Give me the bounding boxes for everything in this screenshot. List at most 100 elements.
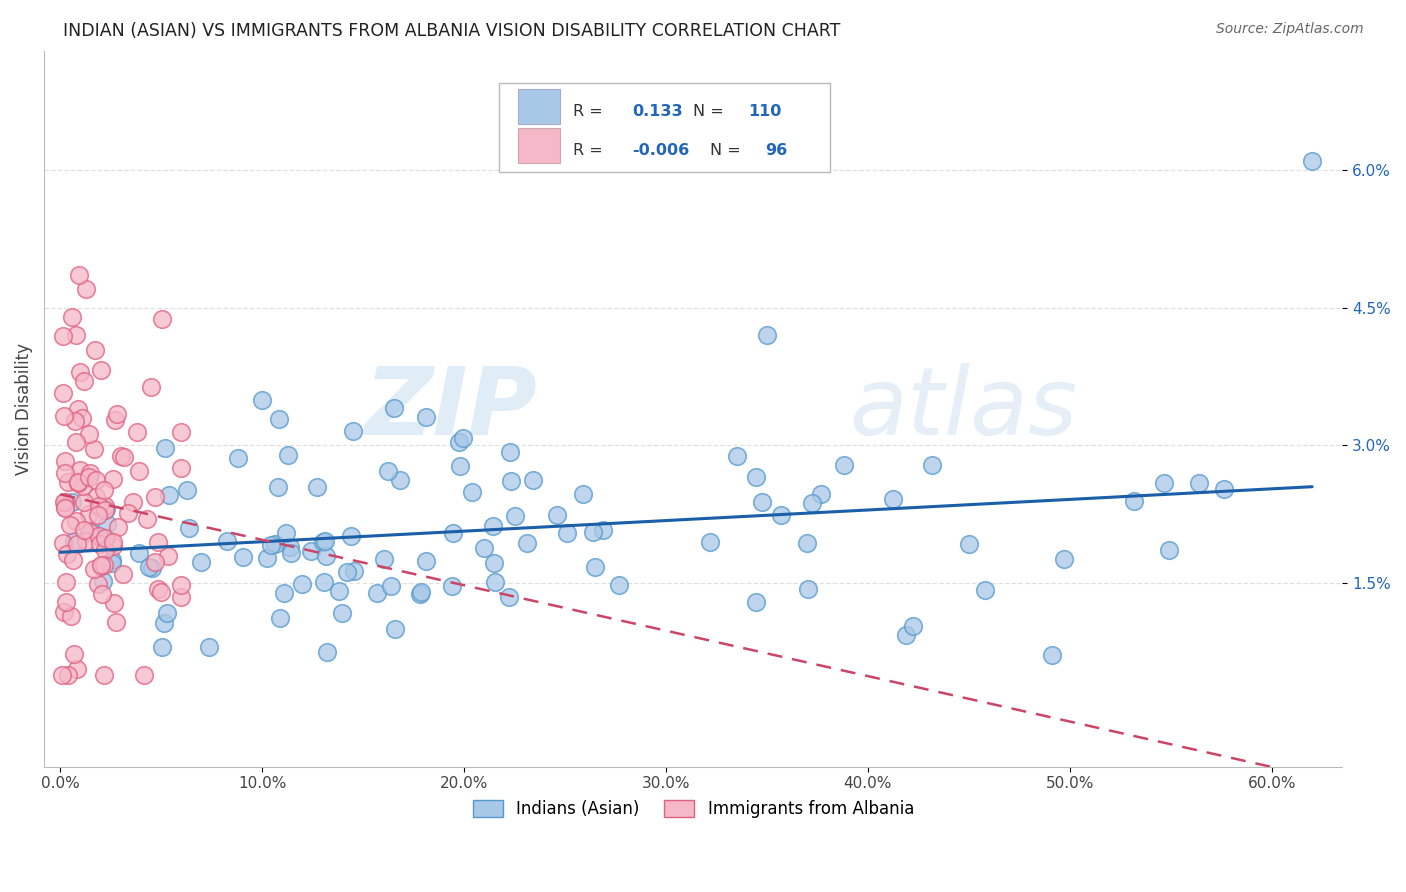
Point — [153, 441, 176, 455]
Text: 0.133: 0.133 — [633, 103, 683, 119]
Point — [801, 496, 824, 510]
Point — [226, 450, 249, 465]
Point — [415, 409, 437, 424]
Point — [59, 517, 82, 532]
Point — [67, 475, 90, 489]
Point — [1122, 493, 1144, 508]
Text: N =: N = — [710, 144, 741, 158]
Point — [90, 530, 112, 544]
Point — [832, 458, 855, 472]
Point — [87, 529, 110, 543]
Point — [796, 536, 818, 550]
Text: N =: N = — [693, 103, 724, 119]
Point — [136, 512, 159, 526]
Point — [60, 310, 83, 324]
Point — [87, 499, 110, 513]
Point — [100, 556, 122, 570]
Point — [101, 540, 124, 554]
Point — [150, 640, 173, 654]
Point — [503, 508, 526, 523]
Point — [461, 485, 484, 500]
Point — [63, 414, 86, 428]
Point — [157, 488, 180, 502]
Point — [267, 412, 290, 426]
Point — [482, 556, 505, 570]
Point — [53, 495, 76, 509]
Point — [343, 565, 366, 579]
Point — [83, 562, 105, 576]
Point — [107, 520, 129, 534]
Point — [277, 448, 299, 462]
Point — [377, 464, 399, 478]
Point — [751, 495, 773, 509]
Point — [499, 474, 522, 488]
FancyBboxPatch shape — [499, 83, 830, 172]
Point — [55, 595, 77, 609]
Point — [56, 667, 79, 681]
Point — [725, 449, 748, 463]
Point — [53, 605, 76, 619]
Point — [312, 575, 335, 590]
Point — [441, 525, 464, 540]
Point — [56, 547, 79, 561]
Point — [409, 587, 432, 601]
Point — [522, 473, 544, 487]
Point — [156, 606, 179, 620]
Point — [143, 490, 166, 504]
Point — [66, 537, 89, 551]
Point — [103, 596, 125, 610]
Point — [51, 667, 73, 681]
Point — [52, 536, 75, 550]
Point — [65, 435, 87, 450]
Point — [415, 554, 437, 568]
Point — [67, 401, 90, 416]
Point — [472, 541, 495, 555]
Point — [498, 590, 520, 604]
Point — [745, 595, 768, 609]
Point — [121, 495, 143, 509]
Point — [176, 483, 198, 498]
Point — [481, 519, 503, 533]
Point — [51, 386, 73, 401]
Point — [278, 540, 301, 554]
Point — [79, 524, 101, 539]
Point — [170, 460, 193, 475]
Point — [330, 607, 353, 621]
Point — [62, 553, 84, 567]
Point — [66, 663, 89, 677]
FancyBboxPatch shape — [517, 89, 560, 124]
Point — [957, 537, 980, 551]
Point — [1188, 475, 1211, 490]
Point — [755, 328, 778, 343]
Point — [1052, 552, 1074, 566]
Point — [75, 534, 97, 549]
Point — [125, 425, 148, 439]
Point — [260, 538, 283, 552]
Y-axis label: Vision Disability: Vision Disability — [15, 343, 32, 475]
Point — [72, 523, 94, 537]
Point — [80, 525, 103, 540]
Point — [269, 610, 291, 624]
Point — [810, 487, 832, 501]
Point — [797, 582, 820, 597]
Point — [84, 474, 107, 488]
Point — [93, 483, 115, 497]
Point — [555, 525, 578, 540]
Point — [77, 470, 100, 484]
Point — [77, 426, 100, 441]
Point — [973, 582, 995, 597]
Point — [62, 533, 84, 548]
Point — [546, 508, 568, 522]
Point — [170, 590, 193, 604]
Point — [607, 578, 630, 592]
Point — [94, 499, 117, 513]
Point — [894, 628, 917, 642]
Point — [128, 546, 150, 560]
FancyBboxPatch shape — [517, 128, 560, 163]
Point — [384, 622, 406, 636]
Point — [572, 487, 595, 501]
Point — [58, 475, 80, 489]
Point — [93, 558, 115, 573]
Point — [138, 560, 160, 574]
Point — [1157, 542, 1180, 557]
